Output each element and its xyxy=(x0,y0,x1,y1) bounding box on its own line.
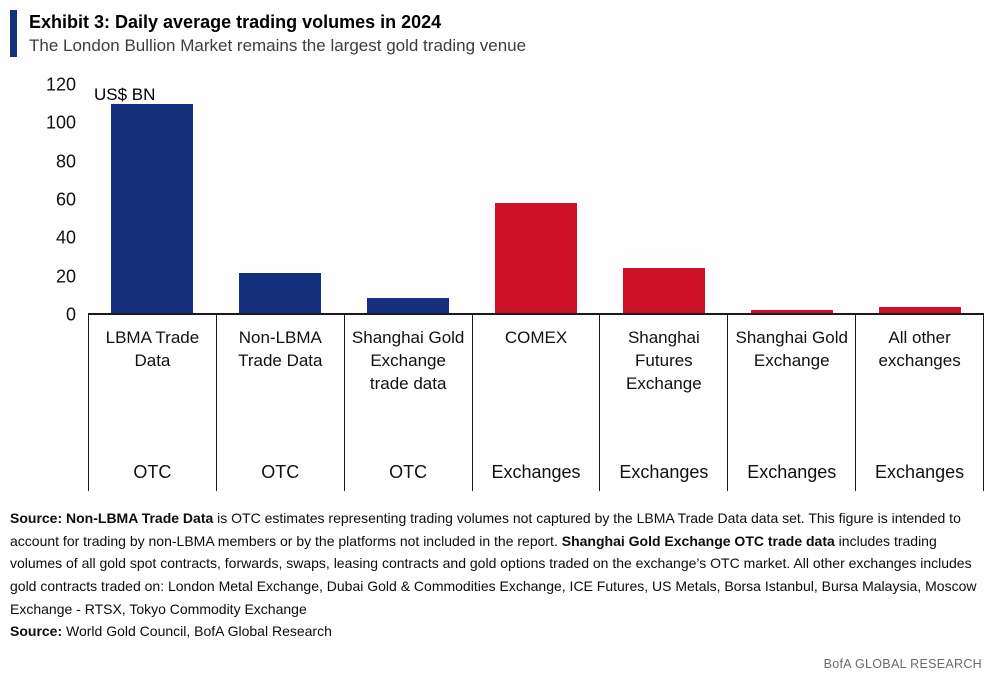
y-tick-label: 0 xyxy=(65,304,76,325)
category-cell: Shanghai Futures Exchange Exchanges xyxy=(599,315,727,491)
plot-column: US$ BN LBMA Trade Data OTC Non-LBMA Trade … xyxy=(88,85,985,491)
footnote-segment: includes trading volumes of all gold spo… xyxy=(10,532,977,617)
category-name: LBMA Trade Data xyxy=(105,328,200,370)
source-line: Source: World Gold Council, BofA Global … xyxy=(10,620,984,643)
category-labels: LBMA Trade Data OTC Non-LBMA Trade Data OTC… xyxy=(88,315,985,491)
category-name: Shanghai Futures Exchange xyxy=(626,328,702,393)
y-tick-label: 60 xyxy=(55,189,76,210)
bar-column xyxy=(600,85,728,313)
footnote-segment: Shanghai Gold Exchange OTC trade data xyxy=(561,532,835,549)
category-name: Non-LBMA Trade Data xyxy=(238,328,323,370)
category-name: Shanghai Gold Exchange xyxy=(735,328,848,370)
y-tick-label: 120 xyxy=(45,74,76,95)
bar-column xyxy=(344,85,472,313)
y-tick-label: 100 xyxy=(45,112,76,133)
category-cell: All other exchanges Exchanges xyxy=(855,315,985,491)
source-note: Source: Non-LBMA Trade Data is OTC estim… xyxy=(10,507,984,620)
bar-2 xyxy=(367,297,449,313)
category-cell: COMEX Exchanges xyxy=(471,315,600,491)
category-group-label: Exchanges xyxy=(747,462,837,482)
category-cell: Non-LBMA Trade Data OTC xyxy=(215,315,344,491)
y-axis: 0 20 40 60 80 100 120 xyxy=(10,75,88,325)
bar-column xyxy=(472,85,600,313)
exhibit-header: Exhibit 3: Daily average trading volumes… xyxy=(10,10,984,57)
exhibit-subtitle: The London Bullion Market remains the la… xyxy=(29,36,527,55)
bar-column xyxy=(216,85,344,313)
bar-6 xyxy=(879,307,961,313)
footnote-segment: Source: xyxy=(10,623,63,640)
footnote-segment: Source: Non-LBMA Trade Data xyxy=(10,510,214,526)
bar-column xyxy=(728,85,856,313)
category-cell: Shanghai Gold Exchange Exchanges xyxy=(727,315,855,491)
category-name: COMEX xyxy=(504,328,568,347)
category-name: All other exchanges xyxy=(878,328,961,370)
category-group-label: OTC xyxy=(389,462,428,482)
bar-1 xyxy=(239,273,321,313)
bar-0 xyxy=(111,104,193,313)
unit-label: US$ BN xyxy=(94,85,156,104)
bar-chart: 0 20 40 60 80 100 120 US$ BN LBMA Trade Data OT… xyxy=(10,75,985,491)
bar-4 xyxy=(623,268,705,313)
footnote-segment: World Gold Council, BofA Global Research xyxy=(62,623,332,640)
category-group-label: OTC xyxy=(133,462,172,482)
footnote-segment: is OTC estimates representing trading vo… xyxy=(10,510,961,549)
category-name: Shanghai Gold Exchange trade data xyxy=(351,328,465,393)
y-tick-label: 40 xyxy=(55,227,76,248)
category-group-label: OTC xyxy=(261,462,300,482)
branding: BofA GLOBAL RESEARCH xyxy=(823,657,982,672)
bar-3 xyxy=(495,202,577,313)
category-cell: Shanghai Gold Exchange trade data OTC xyxy=(343,315,472,491)
bar-column xyxy=(88,85,216,313)
title-block: Exhibit 3: Daily average trading volumes… xyxy=(29,10,526,57)
bar-5 xyxy=(751,310,833,313)
title-accent-bar xyxy=(10,10,17,57)
bar-column xyxy=(856,85,984,313)
y-tick-label: 20 xyxy=(55,266,76,287)
category-group-label: Exchanges xyxy=(619,462,709,482)
plot-area: US$ BN xyxy=(88,85,984,315)
category-group-label: Exchanges xyxy=(491,462,581,482)
category-cell: LBMA Trade Data OTC xyxy=(88,315,216,491)
category-group-label: Exchanges xyxy=(875,462,965,482)
exhibit-title: Exhibit 3: Daily average trading volumes… xyxy=(29,12,442,32)
y-tick-label: 80 xyxy=(55,151,76,172)
